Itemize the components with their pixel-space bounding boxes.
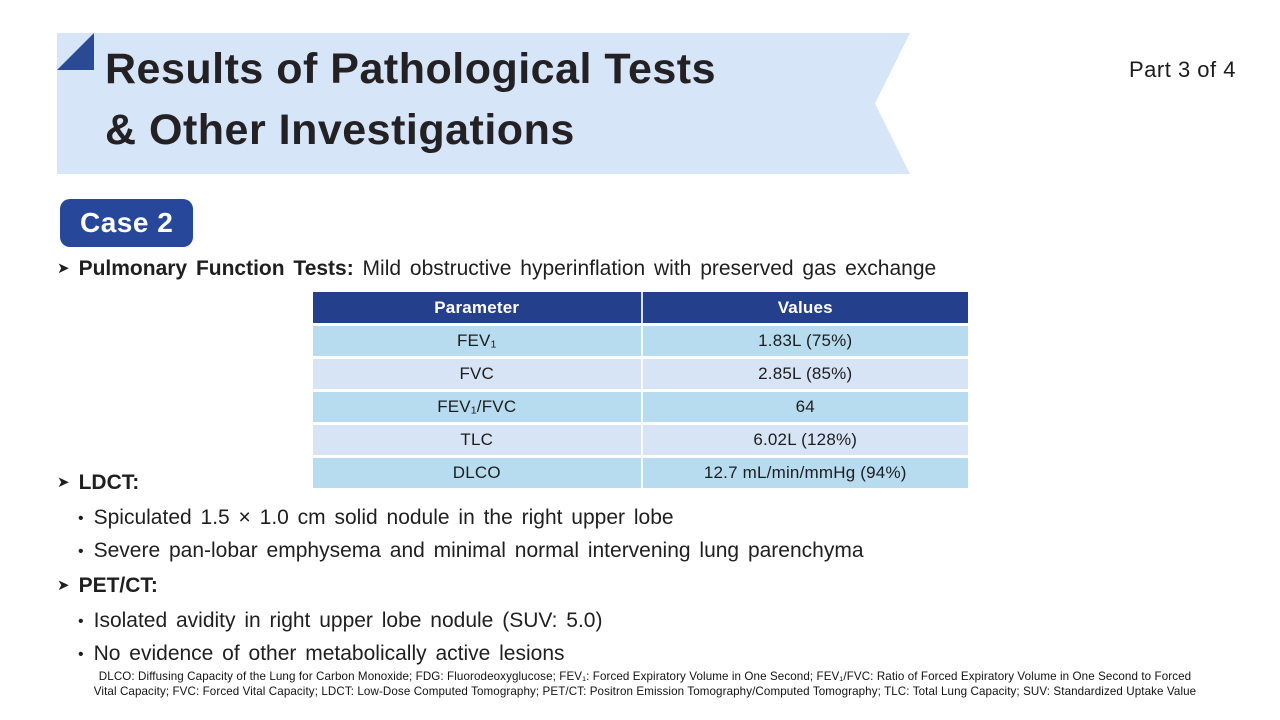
table-cell-parameter: FEV₁/FVC <box>437 397 517 416</box>
arrow-bullet-icon: ➤ <box>57 474 70 491</box>
table-cell-value: 6.02L (128%) <box>640 425 969 455</box>
section-ldct-label: LDCT: <box>78 471 140 494</box>
section-pft-text: Mild obstructive hyperinflation with pre… <box>353 257 937 280</box>
dot-bullet-icon: • <box>78 543 84 560</box>
abbreviations-footnote: DLCO: Diffusing Capacity of the Lung for… <box>52 670 1238 699</box>
table-cell-value: 64 <box>640 392 969 422</box>
list-item: • Severe pan-lobar emphysema and minimal … <box>78 535 864 568</box>
title-banner: Results of Pathological Tests & Other In… <box>57 33 910 174</box>
table-row: DLCO 12.7 mL/min/mmHg (94%) <box>313 458 968 488</box>
table-header-values: Values <box>640 292 969 323</box>
petct-item-2: No evidence of other metabolically activ… <box>93 642 565 665</box>
dot-bullet-icon: • <box>78 646 84 663</box>
section-ldct: ➤ LDCT: <box>57 471 139 495</box>
footnote-line2: Vital Capacity; FVC: Forced Vital Capaci… <box>93 684 1197 698</box>
page-title: Results of Pathological Tests & Other In… <box>57 33 910 161</box>
section-pft-label: Pulmonary Function Tests: <box>78 257 354 280</box>
arrow-bullet-icon: ➤ <box>57 260 70 277</box>
table-row: FVC 2.85L (85%) <box>313 359 968 389</box>
table-cell-value: 12.7 mL/min/mmHg (94%) <box>640 458 969 488</box>
table-cell-value: 2.85L (85%) <box>640 359 969 389</box>
petct-item-1: Isolated avidity in right upper lobe nod… <box>93 609 603 632</box>
list-item: • No evidence of other metabolically acti… <box>78 638 602 671</box>
ldct-bullet-list: • Spiculated 1.5 × 1.0 cm solid nodule in… <box>78 502 864 568</box>
table-cell-parameter: DLCO <box>452 463 501 482</box>
part-indicator: Part 3 of 4 <box>1128 57 1236 82</box>
pft-table: Parameter Values FEV₁ 1.83L (75%) FVC 2.… <box>313 292 968 488</box>
ldct-item-2: Severe pan-lobar emphysema and minimal n… <box>93 539 864 562</box>
case-badge: Case 2 <box>60 199 194 247</box>
table-header-parameter: Parameter <box>434 297 520 317</box>
table-cell-parameter: FVC <box>459 364 495 383</box>
section-petct: ➤ PET/CT: <box>57 574 158 598</box>
table-header-row: Parameter Values <box>313 292 968 323</box>
dot-bullet-icon: • <box>78 510 84 527</box>
dot-bullet-icon: • <box>78 613 84 630</box>
ldct-item-1: Spiculated 1.5 × 1.0 cm solid nodule in … <box>93 506 674 529</box>
table-row: FEV₁/FVC 64 <box>313 392 968 422</box>
footnote-line1: DLCO: Diffusing Capacity of the Lung for… <box>98 670 1192 683</box>
section-petct-label: PET/CT: <box>78 574 158 597</box>
arrow-bullet-icon: ➤ <box>57 577 70 594</box>
petct-bullet-list: • Isolated avidity in right upper lobe no… <box>78 605 602 671</box>
table-cell-value: 1.83L (75%) <box>640 326 969 356</box>
list-item: • Isolated avidity in right upper lobe no… <box>78 605 602 638</box>
table-row: FEV₁ 1.83L (75%) <box>313 326 968 356</box>
section-pft: ➤ Pulmonary Function Tests: Mild obstruct… <box>57 257 936 281</box>
page-title-line2: & Other Investigations <box>105 106 575 154</box>
table-row: TLC 6.02L (128%) <box>313 425 968 455</box>
table-cell-parameter: TLC <box>460 430 494 449</box>
list-item: • Spiculated 1.5 × 1.0 cm solid nodule in… <box>78 502 864 535</box>
page-title-line1: Results of Pathological Tests <box>105 45 717 93</box>
table-cell-parameter: FEV₁ <box>456 331 497 350</box>
